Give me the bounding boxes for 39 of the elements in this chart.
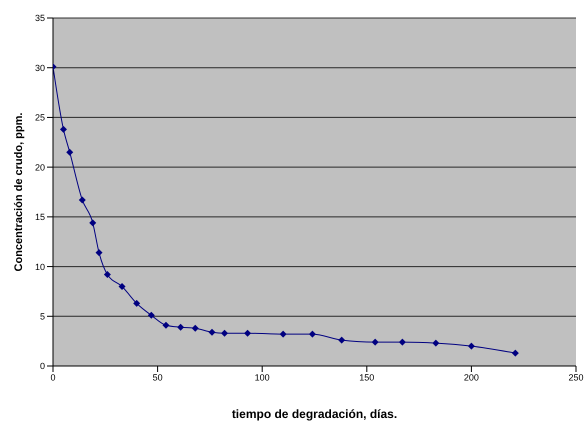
point <box>118 282 126 290</box>
point <box>66 148 74 156</box>
x-tick-label: 250 <box>568 372 584 382</box>
y-axis-title: Concentración de crudo, ppm. <box>12 112 25 272</box>
point <box>468 342 475 350</box>
point <box>244 330 252 337</box>
y-tick-label: 25 <box>34 112 45 123</box>
x-tick-label: 200 <box>464 372 479 382</box>
y-tick-label: 0 <box>40 361 45 372</box>
y-tick-label: 15 <box>34 212 45 222</box>
point <box>280 330 287 338</box>
point <box>432 340 440 347</box>
point <box>60 126 67 133</box>
point <box>512 350 519 357</box>
point <box>133 300 140 307</box>
point <box>104 271 111 278</box>
y-tick-label: 20 <box>34 162 45 172</box>
x-axis-title: tiempo de degradación, días. <box>232 407 398 421</box>
x-tick-label: 100 <box>254 372 270 382</box>
point <box>78 196 86 204</box>
point <box>162 322 170 329</box>
y-tick-label: 10 <box>34 262 45 272</box>
point <box>308 330 316 338</box>
point <box>398 338 406 346</box>
point <box>148 312 155 319</box>
point <box>338 336 346 344</box>
y-tick-label: 5 <box>40 311 45 322</box>
x-tick-label: 0 <box>50 372 56 382</box>
point <box>192 324 199 332</box>
point <box>89 219 96 226</box>
point <box>221 330 228 337</box>
y-tick-label: 35 <box>34 13 45 24</box>
point <box>208 328 216 336</box>
y-tick-label: 30 <box>34 62 45 73</box>
x-tick-label: 50 <box>152 372 163 382</box>
point <box>372 338 379 346</box>
point <box>177 324 184 331</box>
x-tick-label: 150 <box>359 372 374 382</box>
point <box>96 249 103 256</box>
